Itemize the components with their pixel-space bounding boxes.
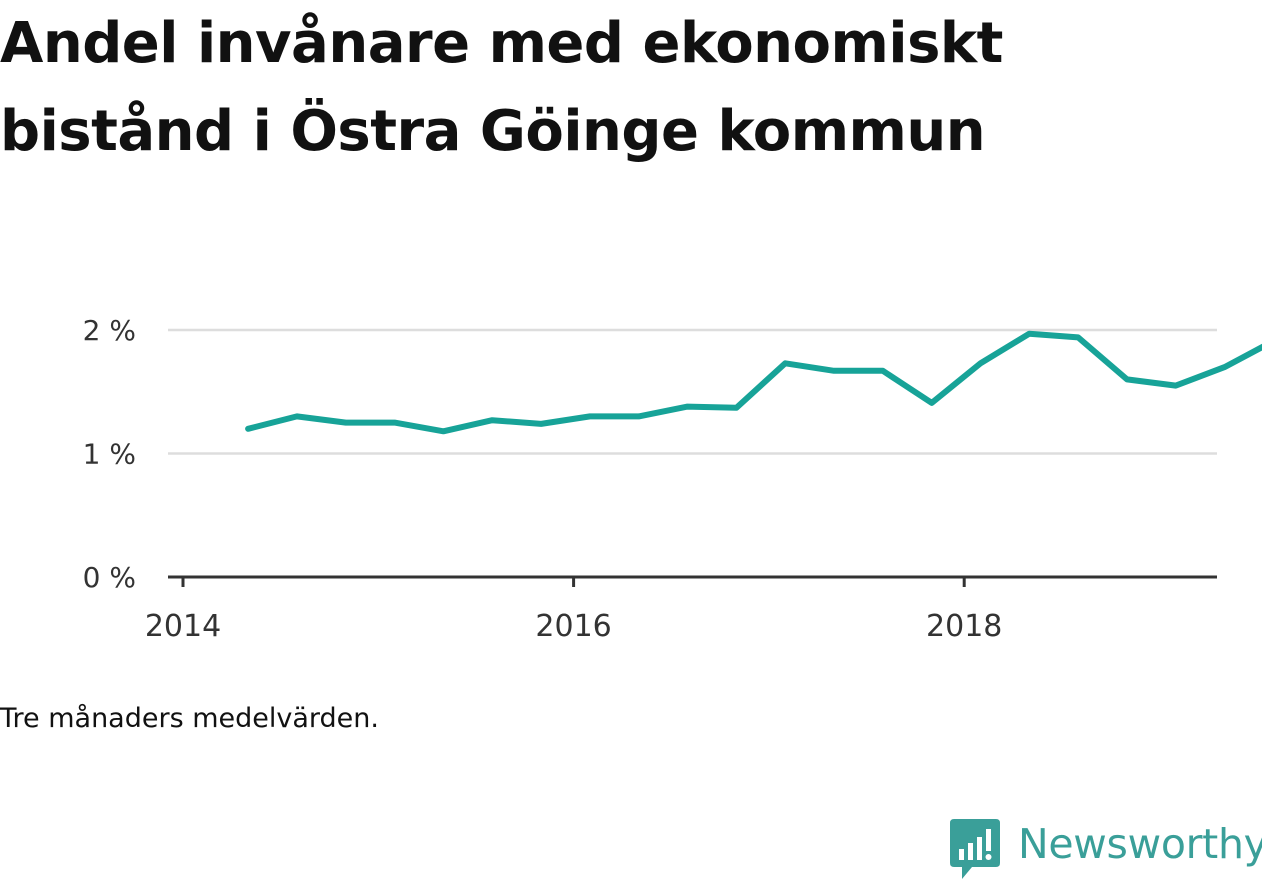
x-axis — [168, 575, 1217, 587]
brand-name: Newsworthy — [1018, 820, 1262, 868]
series-line — [245, 330, 1262, 435]
y-tick-label: 1 % — [83, 438, 136, 471]
x-tick-label: 2016 — [535, 609, 611, 644]
chart-note: Tre månaders medelvärden. — [0, 703, 379, 734]
y-tick-label: 0 % — [83, 561, 136, 594]
x-tick-label: 2018 — [926, 609, 1002, 644]
gridlines — [168, 328, 1217, 455]
brand-logo: Newsworthy — [950, 819, 1262, 879]
y-tick-label: 2 % — [83, 314, 136, 347]
newsworthy-logo-icon — [950, 819, 1000, 879]
chart-title: Andel invånare med ekonomiskt bistånd i … — [0, 11, 1003, 164]
x-tick-label: 2014 — [145, 609, 221, 644]
data-series — [245, 330, 1262, 435]
y-axis-tick-labels: 0 % 1 % 2 % — [83, 314, 136, 594]
x-axis-tick-labels: 201420162018202020222024 — [145, 609, 1003, 644]
line-chart: 0 %1 %2 % 201420162018202020222024 — [83, 314, 1262, 644]
